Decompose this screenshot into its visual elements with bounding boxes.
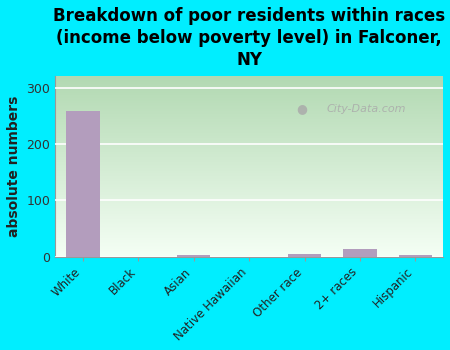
Y-axis label: absolute numbers: absolute numbers (7, 96, 21, 237)
Text: City-Data.com: City-Data.com (327, 104, 406, 114)
Title: Breakdown of poor residents within races
(income below poverty level) in Falcone: Breakdown of poor residents within races… (53, 7, 445, 69)
Bar (66, 111, 99, 257)
Bar (343, 249, 377, 257)
Text: ●: ● (296, 103, 307, 116)
Bar (177, 256, 210, 257)
Bar (399, 255, 432, 257)
Bar (288, 254, 321, 257)
